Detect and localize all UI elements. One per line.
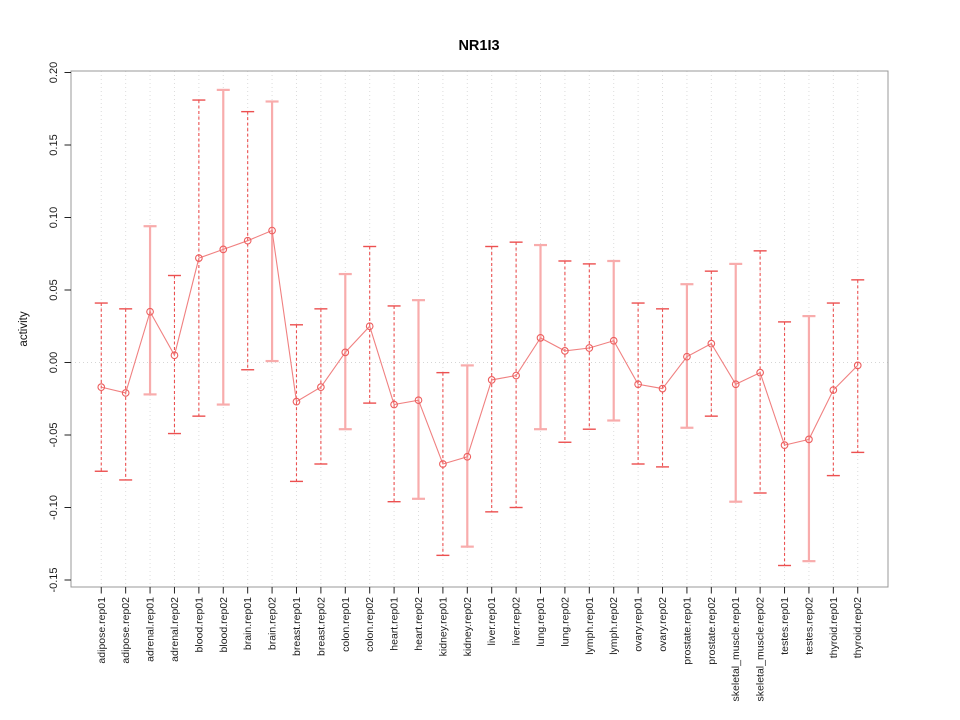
x-tick-label: thyroid.rep01 xyxy=(828,597,840,658)
series-polyline xyxy=(101,229,859,465)
x-tick-label: colon.rep02 xyxy=(364,597,376,652)
y-tick-label: 0.00 xyxy=(48,352,60,373)
error-bars xyxy=(94,88,865,567)
x-tick-label: adipose.rep02 xyxy=(120,597,132,664)
y-tick-label: 0.15 xyxy=(48,134,60,155)
data-point xyxy=(609,336,618,345)
data-point xyxy=(292,397,301,406)
data-point xyxy=(243,236,252,245)
data-point xyxy=(170,351,179,360)
y-tick-label: -0.10 xyxy=(48,495,60,520)
x-tick-label: lung.rep01 xyxy=(535,597,547,647)
x-tick-label: blood.rep02 xyxy=(218,597,230,653)
x-tick-label: breast.rep01 xyxy=(291,597,303,656)
y-axis-title: activity xyxy=(18,311,30,346)
x-tick-label: liver.rep01 xyxy=(486,597,498,646)
x-tick-label: testes.rep02 xyxy=(803,597,815,655)
data-point xyxy=(219,245,228,254)
data-point xyxy=(634,380,642,389)
data-point xyxy=(317,383,325,392)
data-point xyxy=(121,389,130,397)
plot-frame xyxy=(70,70,889,588)
data-point xyxy=(463,452,472,461)
data-point xyxy=(658,384,667,393)
x-tick-label: heart.rep01 xyxy=(389,597,401,651)
data-point xyxy=(683,352,691,361)
data-point xyxy=(756,368,764,377)
x-tick-label: liver.rep02 xyxy=(511,597,523,646)
x-tick-label: thyroid.rep02 xyxy=(852,597,864,658)
data-point xyxy=(780,441,789,450)
data-point xyxy=(268,226,276,235)
data-point xyxy=(561,347,569,355)
data-point xyxy=(341,348,350,357)
x-tick-label: ovary.rep01 xyxy=(633,597,645,652)
data-point xyxy=(731,380,740,389)
x-tick-label: skeletal_muscle.rep02 xyxy=(755,597,767,702)
x-tick-label: adipose.rep01 xyxy=(96,597,108,664)
x-tick-label: brain.rep01 xyxy=(242,597,254,650)
data-point xyxy=(97,383,106,392)
data-point xyxy=(805,435,813,444)
data-points xyxy=(97,226,862,468)
series-line xyxy=(101,229,859,465)
x-tick-label: brain.rep02 xyxy=(267,597,279,650)
y-tick-label: -0.05 xyxy=(48,422,60,447)
x-tick-label: heart.rep02 xyxy=(413,597,425,651)
x-tick-label: breast.rep02 xyxy=(315,597,327,656)
data-point xyxy=(536,334,545,342)
data-point xyxy=(829,386,838,394)
data-point xyxy=(707,339,716,348)
x-tick-label: lymph.rep01 xyxy=(584,597,596,655)
x-tick-label: colon.rep01 xyxy=(340,597,352,652)
data-point xyxy=(585,344,594,352)
x-tick-label: lymph.rep02 xyxy=(608,597,620,655)
x-tick-label: kidney.rep01 xyxy=(437,597,449,657)
x-tick-label: prostate.rep01 xyxy=(681,597,693,665)
chart-title: NR1I3 xyxy=(458,38,499,54)
x-tick-label: kidney.rep02 xyxy=(462,597,474,657)
x-tick-label: adrenal.rep02 xyxy=(169,597,181,662)
data-point xyxy=(512,371,520,380)
data-point xyxy=(487,376,496,384)
y-tick-label: 0.20 xyxy=(48,62,60,83)
y-tick-label: -0.15 xyxy=(48,567,60,592)
x-tick-label: blood.rep01 xyxy=(193,597,205,653)
x-tick-label: prostate.rep02 xyxy=(706,597,718,665)
x-axis: adipose.rep01 adipose.rep02 adrenal.rep01 a… xyxy=(96,587,864,701)
x-tick-label: testes.rep01 xyxy=(779,597,791,655)
data-point xyxy=(390,400,398,409)
data-point xyxy=(439,460,447,468)
data-point xyxy=(146,307,154,316)
data-point xyxy=(365,322,374,331)
y-tick-label: 0.10 xyxy=(48,207,60,228)
x-tick-label: skeletal_muscle.rep01 xyxy=(730,597,742,702)
x-tick-label: lung.rep02 xyxy=(559,597,571,647)
data-point xyxy=(195,254,203,262)
y-axis: 0.20 0.15 0.10 0.05 0.00 -0.05 -0.10 -0.15 xyxy=(48,62,71,593)
y-tick-label: 0.05 xyxy=(48,279,60,300)
gridlines xyxy=(71,71,888,587)
data-point xyxy=(414,396,423,405)
x-tick-label: adrenal.rep01 xyxy=(145,597,157,662)
x-tick-label: ovary.rep02 xyxy=(657,597,669,652)
data-point xyxy=(853,361,862,370)
